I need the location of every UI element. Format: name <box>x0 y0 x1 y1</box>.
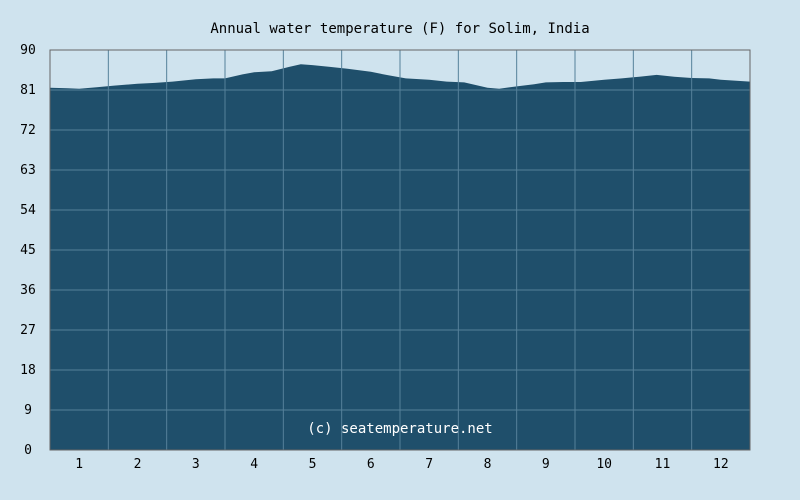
y-tick-labels: 0 9 18 27 36 45 54 63 72 81 90 <box>20 43 36 458</box>
y-tick-label: 36 <box>20 283 36 298</box>
x-tick-labels: 1 2 3 4 5 6 7 8 9 10 11 12 <box>75 457 728 472</box>
x-tick-label: 6 <box>367 457 375 472</box>
y-tick-label: 90 <box>20 43 36 58</box>
x-tick-label: 1 <box>75 457 83 472</box>
x-tick-label: 3 <box>192 457 200 472</box>
watermark-annotation: (c) seatemperature.net <box>307 421 492 437</box>
x-tick-label: 2 <box>134 457 142 472</box>
y-tick-label: 27 <box>20 323 36 338</box>
y-tick-label: 81 <box>20 83 36 98</box>
x-tick-label: 8 <box>484 457 492 472</box>
x-tick-label: 5 <box>309 457 317 472</box>
chart-title: Annual water temperature (F) for Solim, … <box>210 21 589 37</box>
y-tick-label: 9 <box>24 403 32 418</box>
grid-lines <box>49 49 751 451</box>
x-tick-label: 10 <box>596 457 612 472</box>
y-tick-label: 0 <box>24 443 32 458</box>
x-tick-label: 11 <box>655 457 671 472</box>
y-tick-label: 54 <box>20 203 36 218</box>
y-tick-label: 18 <box>20 363 36 378</box>
x-tick-label: 4 <box>250 457 258 472</box>
x-tick-label: 12 <box>713 457 729 472</box>
x-tick-label: 9 <box>542 457 550 472</box>
y-tick-label: 45 <box>20 243 36 258</box>
plot-border <box>49 49 751 451</box>
x-tick-label: 7 <box>425 457 433 472</box>
y-tick-label: 63 <box>20 163 36 178</box>
y-tick-label: 72 <box>20 123 36 138</box>
